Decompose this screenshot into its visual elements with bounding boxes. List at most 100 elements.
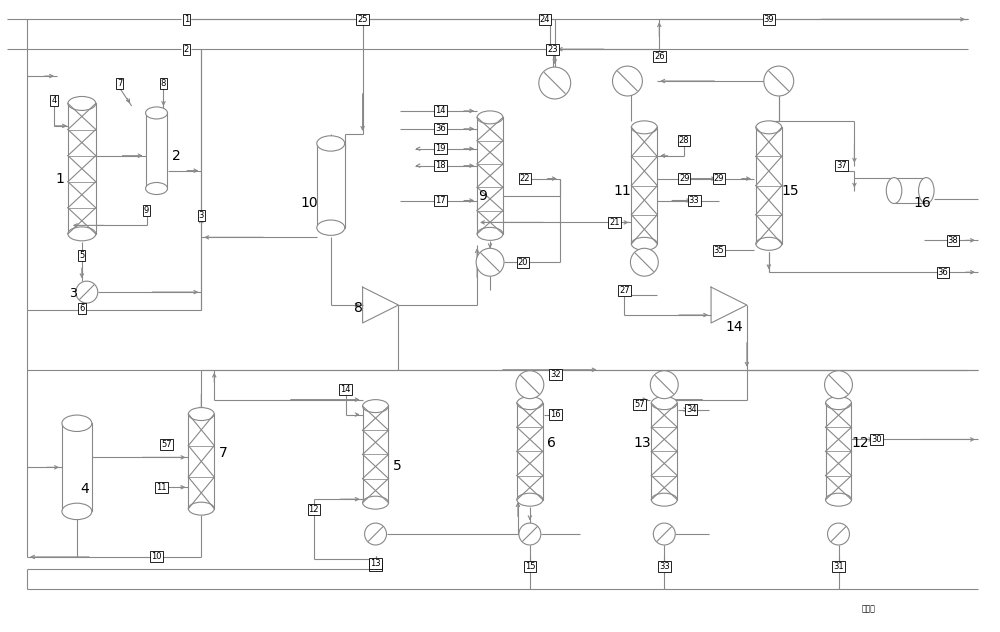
Text: 14: 14: [340, 385, 351, 394]
Circle shape: [516, 371, 544, 399]
Text: 1: 1: [56, 172, 64, 186]
Text: 35: 35: [714, 246, 724, 255]
Text: 13: 13: [634, 437, 651, 451]
Text: 33: 33: [689, 196, 700, 205]
Circle shape: [539, 67, 571, 99]
Text: 4: 4: [80, 482, 89, 496]
Bar: [363, 406, 388, 502]
Circle shape: [764, 66, 794, 96]
Bar: [826, 403, 851, 500]
Bar: [651, 403, 677, 500]
Text: 4: 4: [51, 97, 57, 106]
Text: 16: 16: [550, 410, 561, 419]
Circle shape: [476, 248, 504, 276]
Circle shape: [519, 523, 541, 545]
Circle shape: [825, 371, 852, 399]
Text: 10: 10: [300, 197, 318, 210]
Text: 5: 5: [393, 459, 402, 473]
Text: 18: 18: [435, 161, 446, 170]
Circle shape: [365, 523, 387, 545]
Text: 11: 11: [156, 483, 167, 492]
Ellipse shape: [363, 496, 388, 509]
Text: 8: 8: [161, 78, 166, 87]
Text: 15: 15: [782, 183, 800, 198]
Circle shape: [653, 523, 675, 545]
Text: 57: 57: [634, 400, 645, 409]
Ellipse shape: [631, 121, 657, 134]
Ellipse shape: [756, 238, 782, 250]
Ellipse shape: [146, 183, 167, 195]
Bar: [188, 414, 214, 509]
Circle shape: [828, 523, 849, 545]
Ellipse shape: [317, 136, 345, 151]
Text: 6: 6: [79, 303, 85, 313]
Text: 25: 25: [357, 15, 368, 24]
Text: 38: 38: [948, 236, 958, 245]
Text: 16: 16: [913, 195, 931, 209]
Text: 36: 36: [435, 125, 446, 133]
Text: 3: 3: [199, 211, 204, 220]
Text: 30: 30: [871, 435, 882, 444]
Text: 7: 7: [219, 446, 228, 460]
Ellipse shape: [919, 178, 934, 204]
Text: 26: 26: [654, 52, 665, 61]
Text: 21: 21: [609, 218, 620, 227]
Text: 1: 1: [184, 15, 189, 24]
Bar: [631, 127, 657, 244]
Text: 11: 11: [614, 183, 631, 198]
Text: 分析柜: 分析柜: [861, 604, 875, 613]
Ellipse shape: [886, 178, 902, 204]
Ellipse shape: [631, 238, 657, 250]
Text: 29: 29: [714, 174, 724, 183]
Text: 10: 10: [151, 552, 162, 561]
Text: 9: 9: [478, 188, 487, 202]
Ellipse shape: [477, 228, 503, 240]
Ellipse shape: [68, 227, 96, 241]
Bar: [517, 403, 543, 500]
Ellipse shape: [317, 220, 345, 235]
Text: 2: 2: [184, 45, 189, 54]
Text: 29: 29: [679, 174, 689, 183]
Ellipse shape: [756, 121, 782, 134]
Ellipse shape: [651, 493, 677, 506]
Text: 14: 14: [725, 320, 743, 334]
Ellipse shape: [517, 397, 543, 410]
Ellipse shape: [62, 415, 92, 432]
Text: 7: 7: [117, 78, 122, 87]
Text: 31: 31: [833, 562, 844, 571]
Text: 27: 27: [619, 286, 630, 295]
Text: 6: 6: [547, 437, 556, 451]
Text: 14: 14: [435, 106, 446, 116]
Text: 32: 32: [550, 370, 561, 379]
Bar: [756, 127, 782, 244]
Ellipse shape: [517, 493, 543, 506]
Text: 8: 8: [354, 301, 363, 315]
Bar: [68, 104, 96, 234]
Text: 17: 17: [435, 196, 446, 205]
Ellipse shape: [651, 397, 677, 410]
Text: 9: 9: [144, 206, 149, 215]
Bar: [62, 423, 92, 511]
Text: 23: 23: [547, 45, 558, 54]
Text: 13: 13: [370, 559, 381, 568]
Circle shape: [613, 66, 642, 96]
Ellipse shape: [188, 502, 214, 515]
Bar: [894, 178, 926, 204]
Text: 2: 2: [172, 149, 181, 162]
Circle shape: [650, 371, 678, 399]
Text: 12: 12: [309, 504, 319, 514]
Circle shape: [630, 248, 658, 276]
Text: 28: 28: [679, 137, 689, 145]
Ellipse shape: [477, 111, 503, 124]
Text: 39: 39: [764, 15, 774, 24]
Text: 22: 22: [520, 174, 530, 183]
Text: 37: 37: [836, 161, 847, 170]
Ellipse shape: [363, 399, 388, 413]
Ellipse shape: [826, 397, 851, 410]
Text: 33: 33: [659, 562, 670, 571]
Ellipse shape: [146, 107, 167, 119]
Ellipse shape: [68, 97, 96, 111]
Text: 12: 12: [852, 437, 869, 451]
Circle shape: [76, 281, 98, 303]
Text: 57: 57: [161, 440, 172, 449]
